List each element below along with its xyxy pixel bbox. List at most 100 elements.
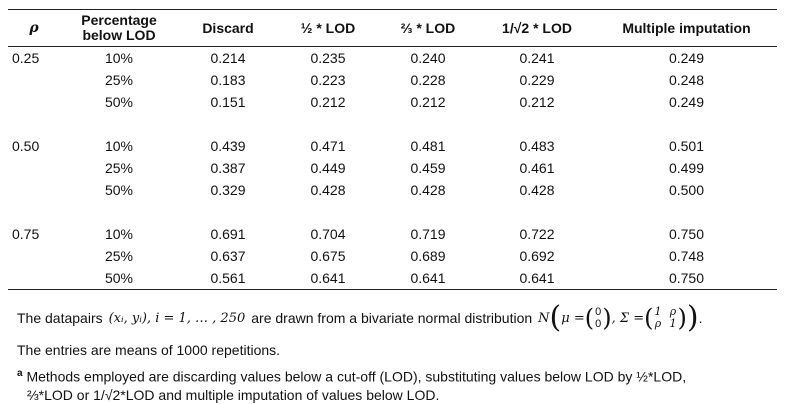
- matrix-close-paren: ): [677, 304, 687, 332]
- cell-discard: 0.183: [210, 72, 246, 88]
- formula-note: The datapairs (xᵢ, yᵢ), i = 1, … , 250 a…: [17, 298, 777, 338]
- sigma-matrix: 1 ρ ρ 1: [654, 306, 676, 330]
- cell-half: 0.428: [310, 182, 346, 198]
- cell-pct: 25%: [104, 248, 134, 264]
- cell-discard: 0.561: [178, 267, 278, 290]
- cell-pct: 25%: [104, 160, 134, 176]
- header-two-thirds-lod: ⅔ * LOD: [378, 9, 478, 47]
- cell-pct: 10%: [104, 50, 134, 66]
- formula-open-paren: (: [549, 300, 562, 335]
- cell-discard: 0.637: [210, 248, 246, 264]
- formula-close-paren: ): [686, 300, 699, 335]
- header-multiple-imputation: Multiple imputation: [596, 9, 777, 47]
- rho-cell: [8, 245, 60, 267]
- formula-end: .: [698, 310, 703, 326]
- rho-cell: [8, 267, 60, 290]
- cell-discard: 0.151: [210, 94, 246, 110]
- table-notes: The datapairs (xᵢ, yᵢ), i = 1, … , 250 a…: [17, 298, 777, 404]
- cell-discard: 0.329: [210, 182, 246, 198]
- cell-half: 0.704: [310, 226, 346, 242]
- cell-rootinv: 0.722: [519, 226, 555, 242]
- spacer-cell: [8, 113, 777, 135]
- table-row: 25% 0.387 0.449 0.459 0.461 0.499: [8, 157, 777, 179]
- table-row: 50% 0.151 0.212 0.212 0.212 0.249: [8, 91, 777, 113]
- table-row: 25% 0.637 0.675 0.689 0.692 0.748: [8, 245, 777, 267]
- formula-sigma: , Σ =: [611, 310, 645, 326]
- cell-rootinv: 0.461: [519, 160, 555, 176]
- header-percentage: Percentage below LOD: [60, 9, 178, 47]
- cell-pct: 25%: [104, 72, 134, 88]
- rho-cell: 0.75: [12, 226, 40, 242]
- header-discard: Discard: [178, 9, 278, 47]
- formula-middle: are drawn from a bivariate normal distri…: [251, 310, 533, 326]
- rho-cell: 0.50: [12, 138, 40, 154]
- cell-mi: 0.748: [668, 248, 705, 264]
- vector-open-paren: (: [584, 304, 595, 332]
- cell-twothirds: 0.428: [410, 182, 446, 198]
- sigma-11: 1: [654, 305, 662, 318]
- table-row: 0.50 10% 0.439 0.471 0.481 0.483 0.501: [8, 135, 777, 157]
- table-row: 50% 0.561 0.641 0.641 0.641 0.750: [8, 267, 777, 290]
- sigma-22: 1: [669, 317, 677, 330]
- cell-rootinv: 0.692: [519, 248, 555, 264]
- table-row: 0.75 10% 0.691 0.704 0.719 0.722 0.750: [8, 223, 777, 245]
- cell-pct: 50%: [104, 182, 134, 198]
- cell-mi: 0.499: [668, 160, 705, 176]
- cell-twothirds: 0.240: [410, 50, 446, 66]
- cell-rootinv: 0.483: [519, 138, 555, 154]
- cell-pct: 10%: [104, 138, 134, 154]
- results-table: ρ Percentage below LOD Discard ½ * LOD ⅔…: [8, 9, 777, 290]
- cell-half: 0.641: [278, 267, 378, 290]
- group-spacer: [8, 113, 777, 135]
- rho-cell: [8, 91, 60, 113]
- matrix-open-paren: (: [644, 304, 654, 332]
- cell-twothirds: 0.689: [410, 248, 446, 264]
- table-row: 25% 0.183 0.223 0.228 0.229 0.248: [8, 69, 777, 91]
- table-body: 0.25 10% 0.214 0.235 0.240 0.241 0.249 25% 0.183…: [8, 47, 777, 290]
- cell-twothirds: 0.212: [410, 94, 446, 110]
- header-root-lod: 1/√2 * LOD: [478, 9, 596, 47]
- cell-half: 0.223: [310, 72, 346, 88]
- mu-vector: 0 0: [595, 306, 601, 330]
- cell-discard: 0.214: [210, 50, 246, 66]
- footnote-line1: Methods employed are discarding values b…: [26, 368, 687, 385]
- cell-pct: 50%: [60, 267, 178, 290]
- spacer-cell: [8, 201, 777, 223]
- cell-mi: 0.248: [668, 72, 705, 88]
- cell-half: 0.449: [310, 160, 346, 176]
- cell-rootinv: 0.428: [519, 182, 555, 198]
- footnote-a: a Methods employed are discarding values…: [17, 365, 777, 386]
- cell-mi: 0.501: [668, 138, 705, 154]
- formula-n: N: [538, 310, 550, 326]
- table-row: 50% 0.329 0.428 0.428 0.428 0.500: [8, 179, 777, 201]
- rho-cell: 0.25: [12, 50, 40, 66]
- mu-bottom: 0: [595, 318, 602, 330]
- cell-twothirds: 0.641: [378, 267, 478, 290]
- rho-cell: [8, 69, 60, 91]
- cell-mi: 0.750: [596, 267, 777, 290]
- cell-mi: 0.750: [668, 226, 705, 242]
- cell-discard: 0.387: [210, 160, 246, 176]
- formula-pair: (xᵢ, yᵢ), i = 1, … , 250: [108, 310, 246, 326]
- cell-mi: 0.500: [668, 182, 705, 198]
- cell-rootinv: 0.212: [519, 94, 555, 110]
- cell-pct: 50%: [104, 94, 134, 110]
- vector-close-paren: ): [602, 304, 612, 332]
- cell-half: 0.212: [310, 94, 346, 110]
- cell-pct: 10%: [104, 226, 134, 242]
- cell-rootinv: 0.229: [519, 72, 555, 88]
- repetitions-note: The entries are means of 1000 repetition…: [17, 342, 281, 358]
- cell-mi: 0.249: [668, 50, 705, 66]
- cell-half: 0.235: [310, 50, 346, 66]
- sigma-12: ρ: [669, 305, 677, 318]
- cell-half: 0.471: [310, 138, 346, 154]
- cell-discard: 0.439: [210, 138, 246, 154]
- cell-twothirds: 0.459: [410, 160, 446, 176]
- rho-cell: [8, 157, 60, 179]
- rho-cell: [8, 179, 60, 201]
- header-half-lod: ½ * LOD: [278, 9, 378, 47]
- cell-twothirds: 0.481: [410, 138, 446, 154]
- footnote-line2: ⅔*LOD or 1/√2*LOD and multiple imputatio…: [27, 386, 440, 403]
- cell-twothirds: 0.228: [410, 72, 446, 88]
